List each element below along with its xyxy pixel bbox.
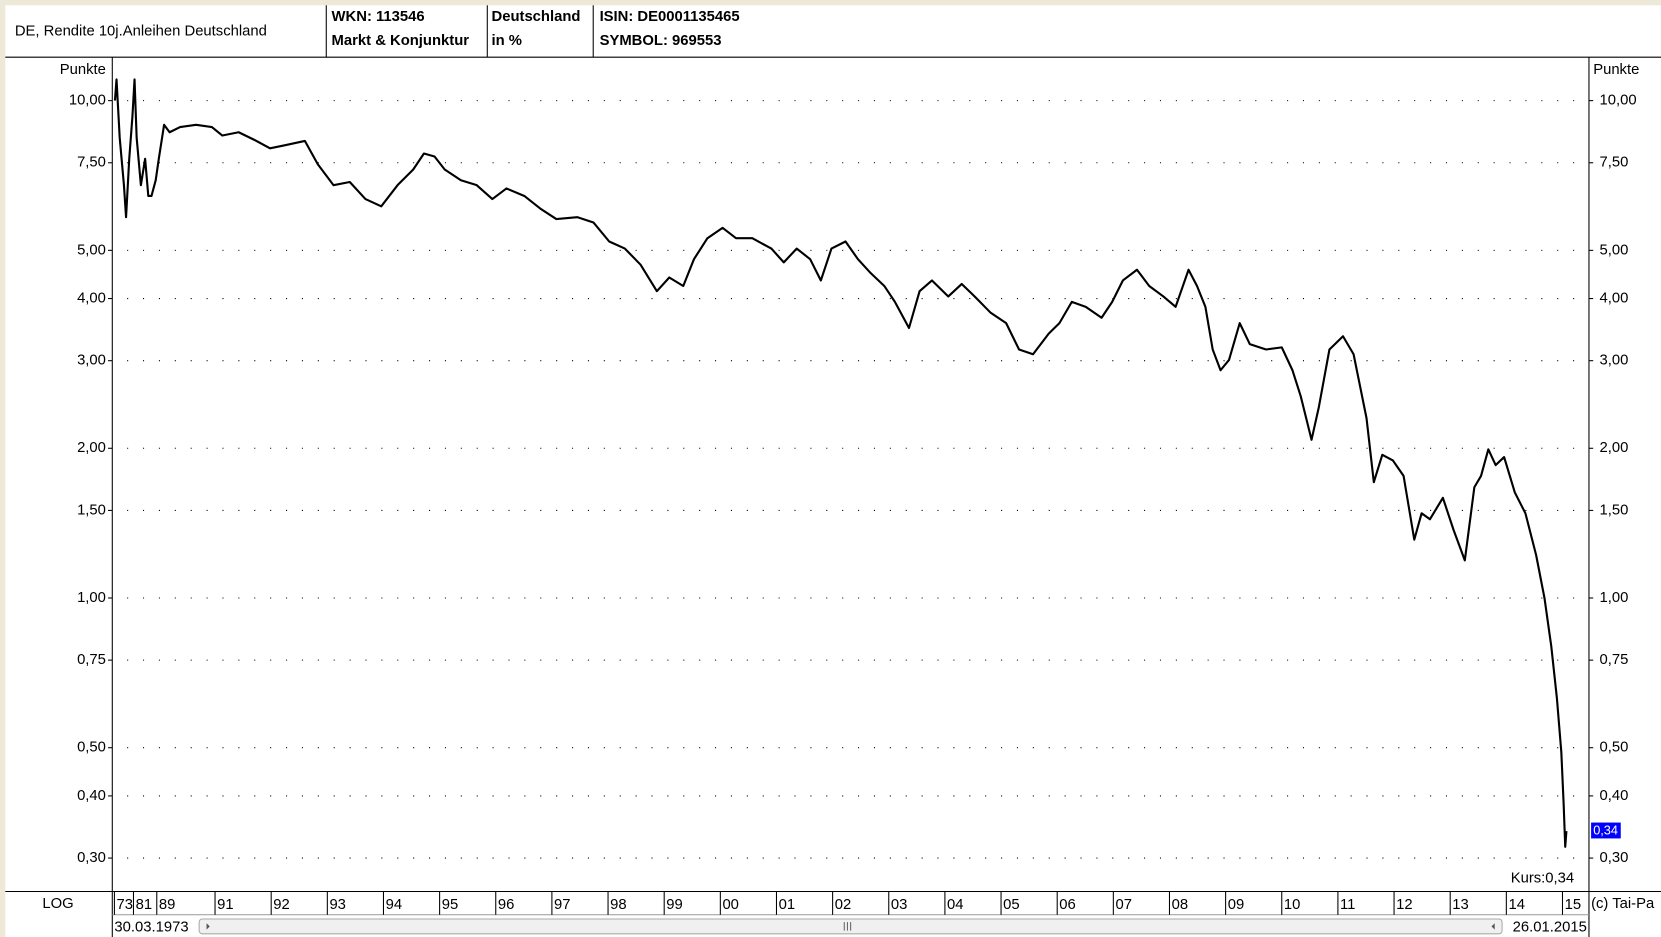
x-tick-label: 08 (1172, 897, 1188, 913)
wkn: WKN: 113546 (332, 9, 425, 25)
instrument-title: DE, Rendite 10j.Anleihen Deutschland (15, 24, 267, 40)
scroll-grip (843, 922, 852, 931)
x-tick-label: 05 (1003, 897, 1019, 913)
y-tick-label-right: 0,30 (1600, 850, 1629, 866)
x-tick-label: 93 (329, 897, 345, 913)
y-tick-label: 1,50 (77, 502, 106, 518)
y-tick-label: 2,00 (77, 440, 106, 456)
y-tick-label-right: 10,00 (1600, 93, 1637, 109)
y-tick-label-right: 0,50 (1600, 740, 1629, 756)
y-tick-label: 5,00 (77, 242, 106, 258)
x-tick-label: 91 (217, 897, 233, 913)
x-tick-label: 04 (947, 897, 963, 913)
y-tick-label: 0,50 (77, 740, 106, 756)
kurs-label: Kurs:0,34 (1511, 871, 1574, 887)
x-tick-label: 99 (666, 897, 682, 913)
x-tick-label: 73 (117, 897, 133, 913)
x-tick-label: 11 (1340, 897, 1355, 913)
x-tick-label: 06 (1059, 897, 1075, 913)
current-value-label: 0,34 (1593, 823, 1618, 837)
isin: ISIN: DE0001135465 (600, 9, 740, 25)
y-tick-label-right: 3,00 (1600, 353, 1629, 369)
end-date: 26.01.2015 (1513, 919, 1587, 935)
x-tick-label: 89 (159, 897, 175, 913)
x-tick-label: 03 (891, 897, 907, 913)
group: Markt & Konjunktur (332, 33, 470, 49)
x-tick-label: 12 (1396, 897, 1412, 913)
x-tick-label: 15 (1565, 897, 1581, 913)
y-tick-label: 7,50 (77, 155, 106, 171)
x-tick-label: 13 (1452, 897, 1468, 913)
x-tick-label: 81 (136, 897, 152, 913)
y-tick-label: 0,30 (77, 850, 106, 866)
x-tick-label: 02 (835, 897, 851, 913)
y-tick-label-right: 1,50 (1600, 502, 1629, 518)
y-tick-label: 0,75 (77, 652, 106, 668)
y-tick-label-right: 0,75 (1600, 652, 1629, 668)
y-tick-label-right: 1,00 (1600, 590, 1629, 606)
copyright: (c) Tai-Pa (1591, 896, 1655, 912)
x-tick-label: 96 (498, 897, 514, 913)
y-tick-label-right: 0,40 (1600, 788, 1629, 804)
y-axis-label: Punkte (60, 62, 106, 78)
x-tick-label: 00 (722, 897, 738, 913)
y-tick-label: 0,40 (77, 788, 106, 804)
unit: in % (492, 33, 522, 49)
current-value-box (1591, 822, 1621, 839)
x-tick-label: 01 (779, 897, 795, 913)
y-tick-label-right: 7,50 (1600, 155, 1629, 171)
country: Deutschland (492, 9, 581, 25)
x-tick-label: 94 (386, 897, 402, 913)
y-tick-label: 4,00 (77, 290, 106, 306)
y-axis-label-right: Punkte (1593, 62, 1639, 78)
y-tick-label-right: 4,00 (1600, 290, 1629, 306)
x-tick-label: 09 (1228, 897, 1244, 913)
y-tick-label: 3,00 (77, 353, 106, 369)
x-tick-label: 97 (554, 897, 570, 913)
x-tick-label: 07 (1115, 897, 1131, 913)
x-tick-label: 92 (273, 897, 289, 913)
start-date: 30.03.1973 (114, 919, 188, 935)
x-tick-label: 95 (442, 897, 458, 913)
x-tick-label: 10 (1284, 897, 1300, 913)
y-tick-label-right: 2,00 (1600, 440, 1629, 456)
chart-background (5, 5, 1661, 937)
price-line (113, 78, 1568, 848)
x-tick-label: 14 (1508, 897, 1524, 913)
scale-label: LOG (42, 896, 73, 912)
y-tick-label: 10,00 (69, 93, 106, 109)
y-tick-label-right: 5,00 (1600, 242, 1629, 258)
symbol: SYMBOL: 969553 (600, 33, 722, 49)
y-tick-label: 1,00 (77, 590, 106, 606)
x-tick-label: 98 (610, 897, 626, 913)
